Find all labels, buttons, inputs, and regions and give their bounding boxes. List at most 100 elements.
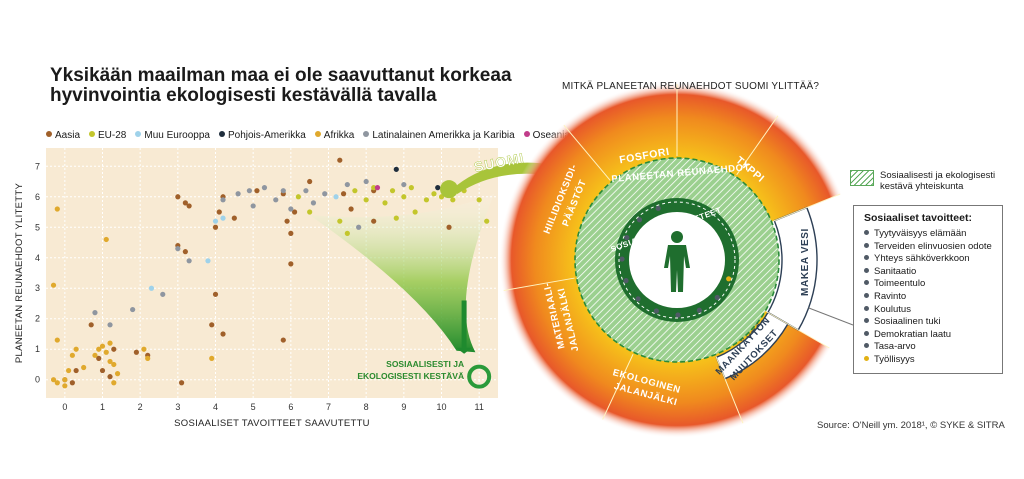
goal-dot: [675, 312, 681, 318]
data-point: [175, 194, 181, 200]
data-point: [307, 209, 313, 215]
data-point: [160, 291, 166, 297]
goal-item: Sanitaatio: [864, 266, 1002, 279]
data-point: [288, 261, 294, 267]
data-point: [99, 343, 106, 349]
y-tick-label: 1: [35, 344, 40, 354]
y-tick-label: 3: [35, 283, 40, 293]
swatch-label: Sosiaalisesti ja ekologisesti kestävä yh…: [880, 170, 996, 192]
data-point: [280, 188, 286, 194]
legend-label: Pohjois-Amerikka: [227, 130, 306, 141]
data-point: [333, 194, 339, 200]
data-point: [423, 197, 430, 203]
data-point: [393, 166, 399, 172]
data-point: [231, 215, 237, 221]
data-point: [133, 349, 139, 355]
data-point: [205, 258, 211, 264]
legend-item: EU-28: [89, 130, 126, 141]
data-point: [393, 215, 399, 221]
goal-label: Sosiaalinen tuki: [874, 316, 941, 328]
data-point: [220, 331, 226, 337]
social-goals-box: Sosiaaliset tavoitteet: Tyytyväisyys elä…: [853, 205, 1003, 374]
data-point: [212, 218, 219, 224]
data-point: [73, 367, 79, 374]
goal-label: Sanitaatio: [874, 265, 917, 277]
data-point: [62, 377, 68, 383]
goal-item: Terveiden elinvuosien odote: [864, 241, 1002, 254]
data-point: [182, 200, 188, 206]
x-tick-label: 3: [175, 402, 180, 412]
data-point: [401, 181, 407, 188]
goal-label: Tyytyväisyys elämään: [874, 228, 967, 239]
data-point: [182, 249, 188, 255]
data-point: [382, 200, 388, 206]
data-point: [141, 346, 147, 352]
data-point: [408, 185, 414, 191]
data-point: [220, 197, 226, 203]
goal-item: Demokratian laatu: [864, 329, 1002, 342]
data-point: [186, 203, 192, 209]
legend-dot: [89, 131, 96, 137]
data-point: [62, 383, 68, 389]
social-ring-dash: [618, 201, 736, 319]
legend-label: Afrikka: [323, 130, 355, 141]
segment-divider: [602, 354, 634, 420]
data-point: [344, 181, 350, 188]
title-line-2: hyvinvointia ekologisesti kestävällä tav…: [50, 85, 437, 106]
x-tick-label: 9: [401, 402, 406, 412]
goals-leader-line: [808, 307, 854, 326]
y-tick-label: 5: [35, 222, 40, 232]
goal-label: Ravinto: [874, 290, 907, 302]
goal-bullet: [864, 242, 869, 248]
data-point: [216, 209, 222, 215]
goal-item: Koulutus: [864, 304, 1002, 317]
goal-dot: [714, 294, 720, 301]
data-point: [88, 322, 94, 328]
data-point: [179, 380, 185, 386]
legend-item: Pohjois-Amerikka: [218, 130, 306, 141]
data-point: [284, 218, 290, 224]
data-point: [50, 282, 57, 288]
data-point: [114, 371, 121, 377]
data-point: [50, 377, 57, 383]
data-point: [209, 355, 215, 361]
legend-item: Aasia: [46, 130, 80, 141]
target-label-1: SOSIAALISESTI JA: [386, 359, 464, 369]
data-point: [254, 188, 260, 194]
goal-bullet: [864, 330, 869, 336]
x-tick-label: 5: [251, 402, 256, 412]
data-point: [186, 258, 192, 264]
data-point: [103, 349, 109, 355]
data-point: [96, 346, 102, 352]
x-tick-label: 7: [326, 402, 331, 412]
data-point: [250, 203, 256, 209]
data-point: [371, 218, 377, 224]
data-point: [307, 178, 313, 185]
data-point: [111, 361, 117, 368]
y-axis-label: PLANEETAN REUNAEHDOT YLITETTY: [14, 183, 25, 364]
data-point: [446, 224, 452, 230]
data-point: [175, 246, 181, 252]
human-figure-icon: [664, 231, 690, 292]
data-point: [66, 367, 72, 374]
data-point: [212, 291, 219, 297]
x-tick-label: 0: [62, 402, 67, 412]
data-point: [73, 346, 79, 352]
data-point: [322, 191, 328, 197]
data-point: [96, 355, 102, 361]
data-point: [273, 197, 279, 203]
legend-dot: [523, 131, 530, 137]
legend-dot: [363, 131, 370, 137]
data-point: [235, 191, 241, 197]
hatched-swatch: [850, 170, 874, 186]
data-point: [111, 346, 117, 352]
data-point: [450, 197, 456, 203]
data-point: [389, 188, 396, 194]
goal-dot: [619, 256, 625, 262]
goal-bullet: [864, 267, 869, 273]
data-point: [107, 340, 113, 346]
legend-label: EU-28: [98, 130, 127, 141]
data-point: [363, 178, 369, 185]
